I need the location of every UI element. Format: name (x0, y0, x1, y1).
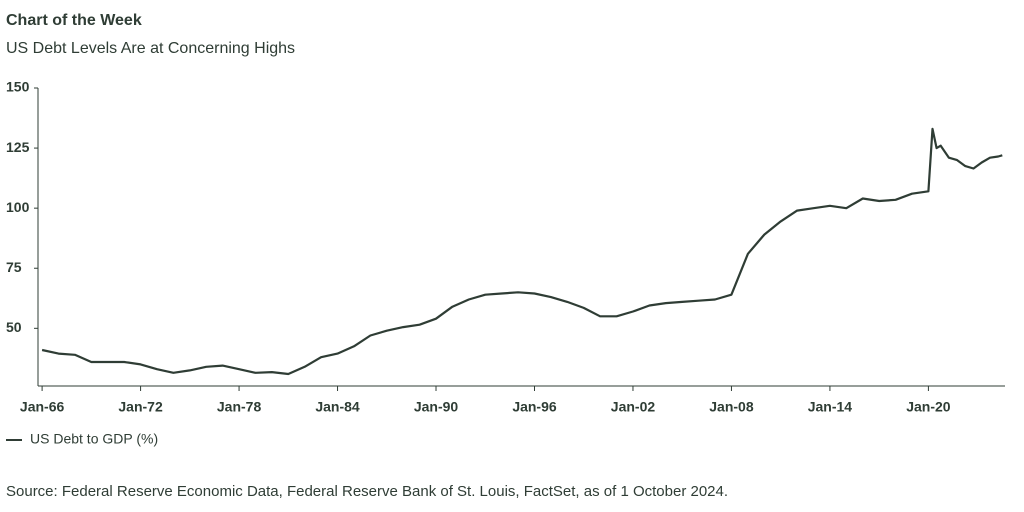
x-tick-label: Jan-08 (709, 399, 754, 415)
x-tick-label: Jan-96 (512, 399, 557, 415)
y-tick-label: 75 (6, 259, 22, 275)
source: Source: Federal Reserve Economic Data, F… (6, 483, 728, 500)
chart-subtitle: US Debt Levels Are at Concerning Highs (6, 40, 295, 57)
x-tick-label: Jan-72 (118, 399, 163, 415)
x-tick-label: Jan-90 (414, 399, 459, 415)
data-line (41, 127, 1003, 376)
x-tick-label: Jan-20 (906, 399, 951, 415)
legend-label: US Debt to GDP (%) (30, 431, 158, 447)
y-tick-label: 150 (6, 79, 30, 95)
y-tick-label: 125 (6, 139, 30, 155)
x-tick-label: Jan-66 (20, 399, 65, 415)
chart-title: Chart of the Week (6, 12, 142, 29)
x-tick-label: Jan-14 (808, 399, 853, 415)
x-tick-label: Jan-84 (315, 399, 360, 415)
y-tick-label: 50 (6, 319, 22, 335)
x-tick-label: Jan-78 (217, 399, 262, 415)
x-tick-label: Jan-02 (611, 399, 656, 415)
y-tick-label: 100 (6, 199, 30, 215)
